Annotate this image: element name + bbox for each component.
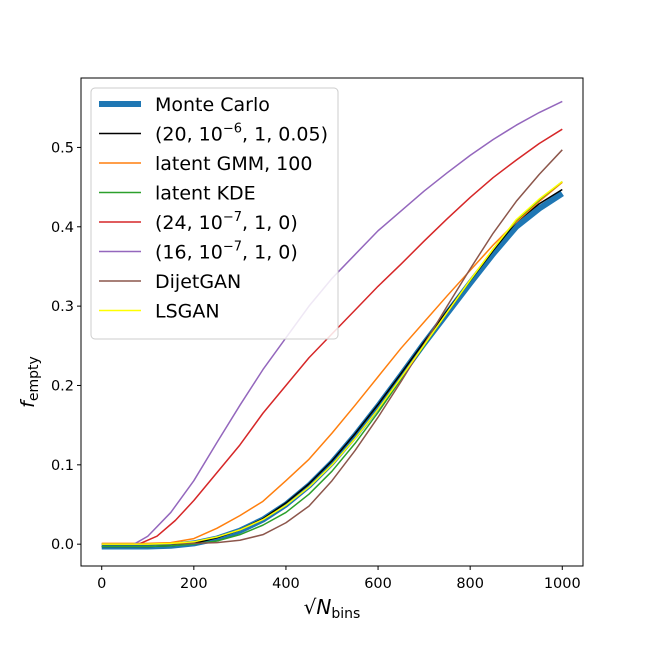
y-tick-label: 0.1 bbox=[51, 458, 74, 474]
y-tick-label: 0.5 bbox=[51, 140, 74, 156]
legend-box bbox=[90, 87, 339, 340]
y-axis-label: fempty bbox=[17, 356, 42, 408]
x-axis-label: √Nbins bbox=[304, 595, 361, 622]
x-tick-label: 800 bbox=[456, 576, 484, 592]
x-tick-label: 200 bbox=[180, 576, 208, 592]
legend-label-0: Monte Carlo bbox=[155, 94, 270, 116]
legend-label-6: DijetGAN bbox=[155, 271, 241, 293]
x-tick-label: 1000 bbox=[544, 576, 581, 592]
y-tick-label: 0.3 bbox=[51, 299, 74, 315]
series-line-7 bbox=[101, 180, 563, 545]
legend-label-7: LSGAN bbox=[155, 301, 220, 323]
y-axis-label-main: f bbox=[17, 398, 39, 408]
plot-frame bbox=[80, 77, 584, 567]
x-axis-label-main: N bbox=[316, 595, 331, 619]
series-line-1 bbox=[101, 188, 563, 548]
legend-label-3: latent KDE bbox=[155, 183, 256, 205]
y-tick-label: 0.4 bbox=[51, 220, 74, 236]
y-axis-label-sub: empty bbox=[26, 356, 42, 401]
x-axis-label-sub: bins bbox=[331, 606, 360, 622]
legend-label-1: (20, 10−6, 1, 0.05) bbox=[155, 122, 328, 146]
y-tick-label: 0.0 bbox=[51, 537, 74, 553]
legend-label-2: latent GMM, 100 bbox=[155, 153, 312, 175]
x-tick-label: 600 bbox=[364, 576, 392, 592]
y-tick-label: 0.2 bbox=[51, 378, 74, 394]
series-line-2 bbox=[101, 181, 563, 545]
legend-label-5: (16, 10−7, 1, 0) bbox=[155, 240, 298, 264]
x-tick-label: 400 bbox=[272, 576, 300, 592]
legend: Monte Carlo (20, 10−6, 1, 0.05) latent GMM… bbox=[90, 87, 339, 340]
legend-label-4: (24, 10−7, 1, 0) bbox=[155, 210, 298, 234]
x-tick-label: 0 bbox=[97, 576, 106, 592]
series-line-6 bbox=[101, 149, 563, 545]
x-axis-label-radical: √ bbox=[304, 595, 317, 619]
ticks-layer: 0 200 400 600 800 1000 0.0 0.1 0.2 0.3 0.4 0.5 bbox=[51, 140, 581, 592]
